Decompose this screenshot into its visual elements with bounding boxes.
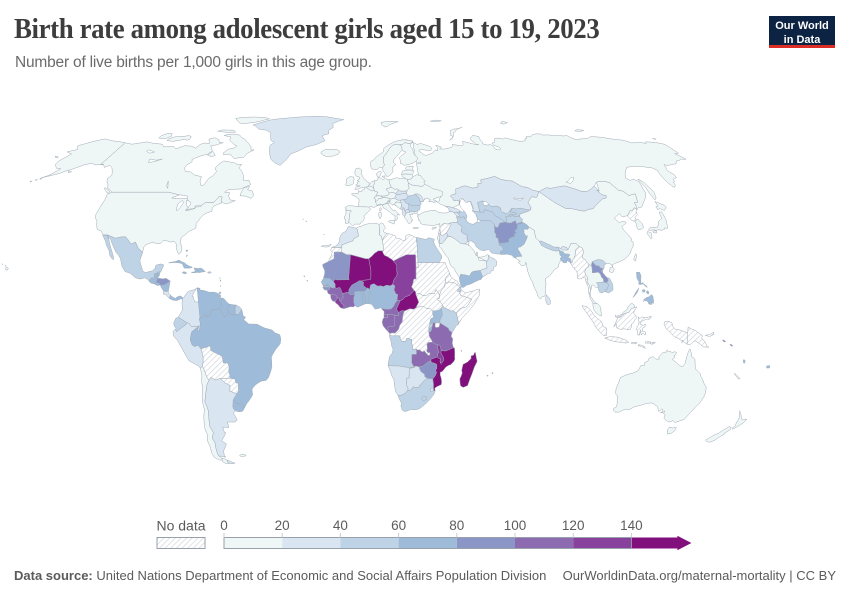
svg-text:100: 100 xyxy=(504,518,527,533)
svg-text:120: 120 xyxy=(562,518,585,533)
svg-text:0: 0 xyxy=(220,518,228,533)
svg-text:140: 140 xyxy=(620,518,643,533)
svg-text:40: 40 xyxy=(333,518,348,533)
svg-text:20: 20 xyxy=(275,518,290,533)
svg-text:60: 60 xyxy=(391,518,406,533)
svg-text:80: 80 xyxy=(449,518,464,533)
svg-text:No data: No data xyxy=(156,518,205,534)
